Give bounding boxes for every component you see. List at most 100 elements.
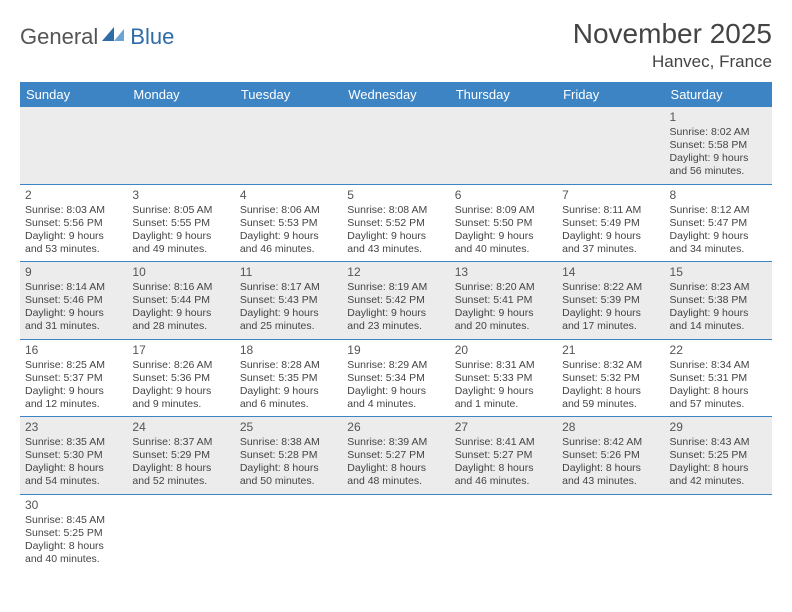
sunset-line: Sunset: 5:47 PM [670,217,767,230]
day-number: 12 [347,265,444,280]
sunset-line: Sunset: 5:53 PM [240,217,337,230]
sunrise-line: Sunrise: 8:35 AM [25,436,122,449]
day-number: 29 [670,420,767,435]
sunset-line: Sunset: 5:30 PM [25,449,122,462]
day-header: Wednesday [342,82,449,107]
sunrise-line: Sunrise: 8:11 AM [562,204,659,217]
sunset-line: Sunset: 5:27 PM [347,449,444,462]
daylight-line: Daylight: 9 hours and 53 minutes. [25,230,122,256]
sunset-line: Sunset: 5:28 PM [240,449,337,462]
daylight-line: Daylight: 9 hours and 23 minutes. [347,307,444,333]
sunrise-line: Sunrise: 8:17 AM [240,281,337,294]
daylight-line: Daylight: 9 hours and 56 minutes. [670,152,767,178]
day-cell: 5Sunrise: 8:08 AMSunset: 5:52 PMDaylight… [342,184,449,262]
brand-part1: General [20,24,98,50]
daylight-line: Daylight: 9 hours and 4 minutes. [347,385,444,411]
daylight-line: Daylight: 8 hours and 48 minutes. [347,462,444,488]
sunrise-line: Sunrise: 8:12 AM [670,204,767,217]
brand-part2: Blue [130,24,174,50]
sunset-line: Sunset: 5:52 PM [347,217,444,230]
day-number: 4 [240,188,337,203]
day-number: 8 [670,188,767,203]
sunrise-line: Sunrise: 8:23 AM [670,281,767,294]
daylight-line: Daylight: 9 hours and 25 minutes. [240,307,337,333]
sunset-line: Sunset: 5:56 PM [25,217,122,230]
day-number: 20 [455,343,552,358]
sunset-line: Sunset: 5:37 PM [25,372,122,385]
empty-cell [127,494,234,571]
sunset-line: Sunset: 5:33 PM [455,372,552,385]
daylight-line: Daylight: 8 hours and 57 minutes. [670,385,767,411]
sunset-line: Sunset: 5:50 PM [455,217,552,230]
day-cell: 13Sunrise: 8:20 AMSunset: 5:41 PMDayligh… [450,262,557,340]
sunset-line: Sunset: 5:25 PM [670,449,767,462]
sunrise-line: Sunrise: 8:08 AM [347,204,444,217]
day-number: 18 [240,343,337,358]
day-number: 15 [670,265,767,280]
sunrise-line: Sunrise: 8:42 AM [562,436,659,449]
sunrise-line: Sunrise: 8:20 AM [455,281,552,294]
sunset-line: Sunset: 5:55 PM [132,217,229,230]
sunrise-line: Sunrise: 8:06 AM [240,204,337,217]
day-cell: 12Sunrise: 8:19 AMSunset: 5:42 PMDayligh… [342,262,449,340]
week-row: 23Sunrise: 8:35 AMSunset: 5:30 PMDayligh… [20,417,772,495]
day-number: 27 [455,420,552,435]
day-number: 19 [347,343,444,358]
sunrise-line: Sunrise: 8:28 AM [240,359,337,372]
week-row: 9Sunrise: 8:14 AMSunset: 5:46 PMDaylight… [20,262,772,340]
sunset-line: Sunset: 5:35 PM [240,372,337,385]
day-cell: 23Sunrise: 8:35 AMSunset: 5:30 PMDayligh… [20,417,127,495]
day-number: 5 [347,188,444,203]
day-header: Thursday [450,82,557,107]
day-number: 3 [132,188,229,203]
day-number: 25 [240,420,337,435]
sunset-line: Sunset: 5:34 PM [347,372,444,385]
day-number: 9 [25,265,122,280]
day-cell: 27Sunrise: 8:41 AMSunset: 5:27 PMDayligh… [450,417,557,495]
day-number: 2 [25,188,122,203]
calendar-table: SundayMondayTuesdayWednesdayThursdayFrid… [20,82,772,571]
day-cell: 18Sunrise: 8:28 AMSunset: 5:35 PMDayligh… [235,339,342,417]
empty-cell [557,107,664,184]
day-cell: 2Sunrise: 8:03 AMSunset: 5:56 PMDaylight… [20,184,127,262]
day-number: 1 [670,110,767,125]
day-cell: 11Sunrise: 8:17 AMSunset: 5:43 PMDayligh… [235,262,342,340]
day-number: 17 [132,343,229,358]
title-block: November 2025 Hanvec, France [573,18,772,72]
sunset-line: Sunset: 5:49 PM [562,217,659,230]
day-cell: 24Sunrise: 8:37 AMSunset: 5:29 PMDayligh… [127,417,234,495]
sunrise-line: Sunrise: 8:34 AM [670,359,767,372]
week-row: 30Sunrise: 8:45 AMSunset: 5:25 PMDayligh… [20,494,772,571]
calendar-body: 1Sunrise: 8:02 AMSunset: 5:58 PMDaylight… [20,107,772,571]
empty-cell [127,107,234,184]
page-header: General Blue November 2025 Hanvec, Franc… [20,18,772,72]
sunrise-line: Sunrise: 8:02 AM [670,126,767,139]
empty-cell [557,494,664,571]
day-number: 21 [562,343,659,358]
empty-cell [235,494,342,571]
daylight-line: Daylight: 8 hours and 59 minutes. [562,385,659,411]
daylight-line: Daylight: 9 hours and 43 minutes. [347,230,444,256]
day-number: 7 [562,188,659,203]
empty-cell [665,494,772,571]
sunset-line: Sunset: 5:25 PM [25,527,122,540]
daylight-line: Daylight: 9 hours and 12 minutes. [25,385,122,411]
daylight-line: Daylight: 8 hours and 46 minutes. [455,462,552,488]
sunrise-line: Sunrise: 8:31 AM [455,359,552,372]
day-number: 14 [562,265,659,280]
sunset-line: Sunset: 5:43 PM [240,294,337,307]
sunset-line: Sunset: 5:39 PM [562,294,659,307]
day-cell: 1Sunrise: 8:02 AMSunset: 5:58 PMDaylight… [665,107,772,184]
day-cell: 16Sunrise: 8:25 AMSunset: 5:37 PMDayligh… [20,339,127,417]
day-number: 13 [455,265,552,280]
sunset-line: Sunset: 5:27 PM [455,449,552,462]
sunset-line: Sunset: 5:29 PM [132,449,229,462]
empty-cell [342,494,449,571]
daylight-line: Daylight: 9 hours and 34 minutes. [670,230,767,256]
daylight-line: Daylight: 9 hours and 40 minutes. [455,230,552,256]
sunrise-line: Sunrise: 8:38 AM [240,436,337,449]
sunrise-line: Sunrise: 8:41 AM [455,436,552,449]
sunrise-line: Sunrise: 8:25 AM [25,359,122,372]
day-number: 6 [455,188,552,203]
month-title: November 2025 [573,18,772,50]
